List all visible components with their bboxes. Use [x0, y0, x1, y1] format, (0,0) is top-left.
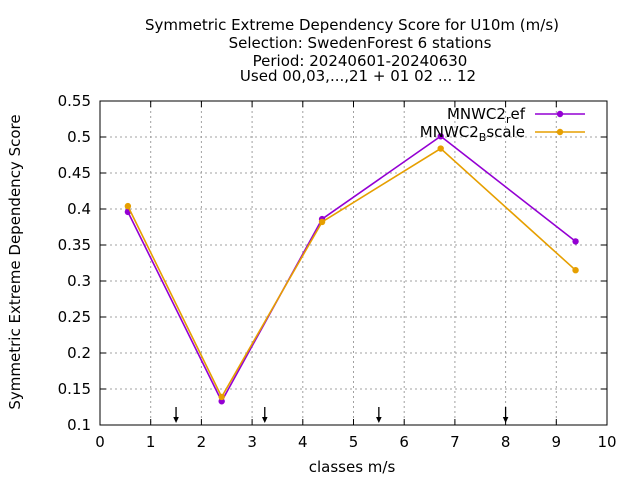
series-line	[128, 149, 576, 397]
class-boundary-arrow	[262, 407, 268, 423]
data-point	[319, 219, 325, 225]
series-line	[128, 136, 576, 401]
x-tick-label: 8	[501, 433, 511, 451]
legend-label: MNWC2Bscale	[420, 123, 525, 144]
class-boundary-arrow	[503, 407, 509, 423]
class-boundary-arrow	[173, 407, 179, 423]
chart-title-line-1: Symmetric Extreme Dependency Score for U…	[145, 16, 559, 34]
y-tick-labels: 0.1 0.15 0.2 0.25 0.3 0.35 0.4 0.45 0.5 0.55	[58, 92, 91, 434]
data-point	[218, 394, 224, 400]
y-tick-label: 0.5	[67, 128, 91, 146]
y-tick-label: 0.55	[58, 92, 91, 110]
x-tick-label: 3	[247, 433, 257, 451]
y-tick-label: 0.35	[58, 236, 91, 254]
data-point	[572, 238, 578, 244]
x-tick-label: 9	[552, 433, 562, 451]
x-tick-label: 4	[298, 433, 308, 451]
y-tick-label: 0.4	[67, 200, 91, 218]
data-point	[438, 145, 444, 151]
grid	[100, 101, 607, 425]
x-axis-label: classes m/s	[309, 458, 396, 476]
y-tick-label: 0.1	[67, 416, 91, 434]
chart-title: Symmetric Extreme Dependency Score for U…	[145, 16, 559, 85]
chart-title-line-2: Selection: SwedenForest 6 stations	[229, 34, 492, 52]
y-axis-label: Symmetric Extreme Dependency Score	[6, 114, 24, 409]
y-tick-label: 0.25	[58, 308, 91, 326]
chart-title-line-4: Used 00,03,...,21 + 01 02 ... 12	[240, 67, 476, 85]
x-tick-label: 10	[597, 433, 616, 451]
x-tick-labels: 0 1 2 3 4 5 6 7 8 9 10	[95, 433, 616, 451]
data-point	[125, 203, 131, 209]
class-boundary-arrow-head	[262, 417, 268, 423]
x-tick-label: 1	[146, 433, 156, 451]
series-1	[125, 133, 579, 404]
y-tick-label: 0.15	[58, 380, 91, 398]
legend-marker	[557, 129, 563, 135]
series-2	[125, 145, 579, 400]
y-tick-label: 0.45	[58, 164, 91, 182]
class-markers	[173, 407, 508, 423]
y-tick-label: 0.2	[67, 344, 91, 362]
class-boundary-arrow-head	[376, 417, 382, 423]
x-tick-label: 5	[349, 433, 359, 451]
y-tick-label: 0.3	[67, 272, 91, 290]
x-tick-label: 0	[95, 433, 105, 451]
series-group	[125, 133, 579, 404]
data-point	[572, 267, 578, 273]
class-boundary-arrow-head	[173, 417, 179, 423]
x-tick-label: 7	[450, 433, 460, 451]
legend-marker	[557, 111, 563, 117]
x-tick-label: 6	[399, 433, 409, 451]
x-tick-label: 2	[197, 433, 207, 451]
class-boundary-arrow-head	[503, 417, 509, 423]
class-boundary-arrow	[376, 407, 382, 423]
